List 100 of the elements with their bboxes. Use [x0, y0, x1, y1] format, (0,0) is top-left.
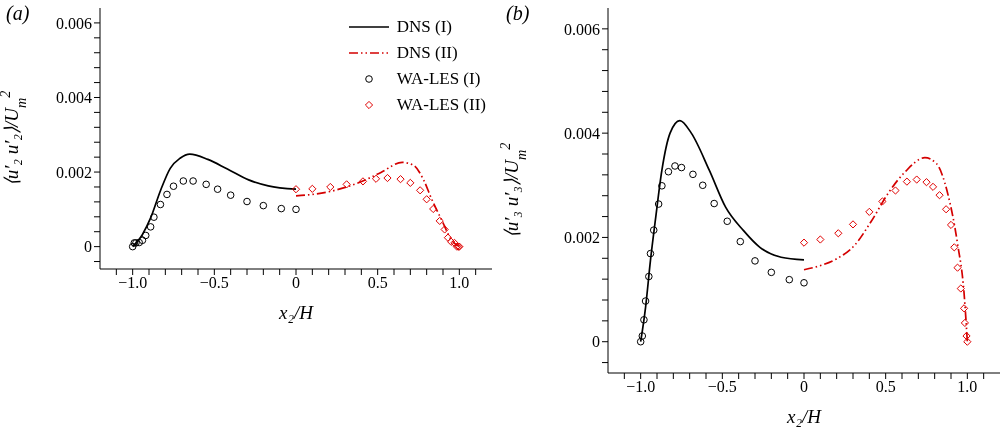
x-tick-label: 0.5 — [875, 378, 896, 396]
point — [150, 213, 158, 221]
point — [641, 297, 650, 305]
x-tick-label: 1.0 — [449, 274, 470, 292]
y-tick-label: 0.006 — [56, 14, 92, 32]
point — [834, 229, 843, 238]
point — [865, 207, 874, 216]
point — [962, 331, 971, 341]
y-tick-label: 0.004 — [564, 124, 600, 142]
y-tick-label: 0.002 — [56, 163, 92, 181]
point — [878, 197, 887, 206]
point — [292, 205, 300, 214]
chart-title: (b) — [506, 2, 530, 25]
x-tick-label: 0 — [800, 378, 808, 396]
chart-title: (a) — [6, 2, 30, 25]
x-axis-title: x₂/H — [785, 406, 823, 427]
x-tick-label: 0.5 — [367, 274, 388, 292]
point — [800, 278, 808, 287]
point — [146, 223, 155, 231]
point — [710, 199, 718, 208]
point — [751, 257, 759, 265]
x-tick-label: 1.0 — [957, 378, 978, 396]
point — [960, 318, 969, 328]
point — [141, 231, 150, 240]
x-tick-label: −1.0 — [626, 378, 656, 396]
point — [767, 268, 776, 277]
point — [443, 233, 452, 242]
point — [202, 180, 210, 189]
y-tick-label: 0 — [84, 238, 92, 256]
point — [259, 201, 268, 210]
point — [435, 216, 444, 225]
x-tick-label: −0.5 — [199, 274, 229, 292]
x-tick-label: −1.0 — [118, 274, 148, 292]
point — [902, 177, 911, 186]
point — [447, 237, 456, 246]
point — [689, 170, 697, 179]
point — [156, 200, 165, 209]
point — [848, 220, 858, 229]
point — [189, 177, 197, 185]
point — [799, 238, 809, 247]
point — [358, 177, 368, 186]
point — [698, 181, 707, 190]
x-tick-label: −0.5 — [707, 378, 737, 396]
point — [422, 195, 431, 204]
point — [953, 263, 962, 272]
point — [640, 316, 648, 324]
point — [308, 184, 317, 193]
point — [912, 175, 921, 184]
y-tick-label: 0.002 — [564, 229, 600, 247]
legend-label: DNS (I) — [396, 17, 453, 37]
point — [277, 204, 286, 213]
point — [138, 236, 147, 245]
point — [649, 226, 658, 234]
point — [135, 238, 143, 247]
point — [654, 200, 663, 208]
point — [891, 186, 900, 195]
legend-label: WA-LES (II) — [396, 95, 486, 115]
y-tick-label: 0.004 — [56, 89, 92, 107]
point — [440, 225, 449, 234]
point — [736, 237, 745, 246]
point — [950, 243, 959, 252]
x-axis-title: x₂/H — [277, 302, 315, 323]
point — [785, 275, 794, 284]
point — [645, 272, 653, 281]
point — [163, 190, 171, 199]
legend-label: WA-LES (I) — [396, 69, 481, 89]
point — [406, 178, 415, 187]
y-tick-label: 0.006 — [564, 20, 600, 38]
point — [326, 182, 335, 192]
point — [371, 174, 381, 183]
point — [935, 191, 944, 200]
point — [179, 177, 188, 185]
point — [636, 337, 645, 346]
point — [429, 204, 438, 214]
point — [723, 217, 732, 226]
point — [396, 175, 405, 184]
point — [963, 337, 972, 346]
x-tick-label: 0 — [292, 274, 300, 292]
point — [677, 163, 686, 172]
legend-label: DNS (II) — [396, 43, 458, 63]
point — [646, 249, 655, 258]
point — [342, 180, 351, 189]
point — [942, 205, 951, 214]
point — [922, 178, 931, 187]
point — [226, 191, 235, 199]
point — [956, 284, 965, 293]
point — [664, 167, 673, 176]
point — [213, 185, 222, 194]
point — [658, 182, 666, 190]
point — [671, 162, 679, 170]
point — [243, 197, 251, 206]
point — [928, 182, 938, 191]
point — [946, 220, 956, 230]
point — [383, 173, 392, 183]
point — [416, 186, 425, 195]
point — [816, 235, 825, 244]
point — [169, 182, 178, 191]
point — [959, 304, 969, 313]
point — [128, 242, 137, 251]
point — [452, 242, 461, 251]
